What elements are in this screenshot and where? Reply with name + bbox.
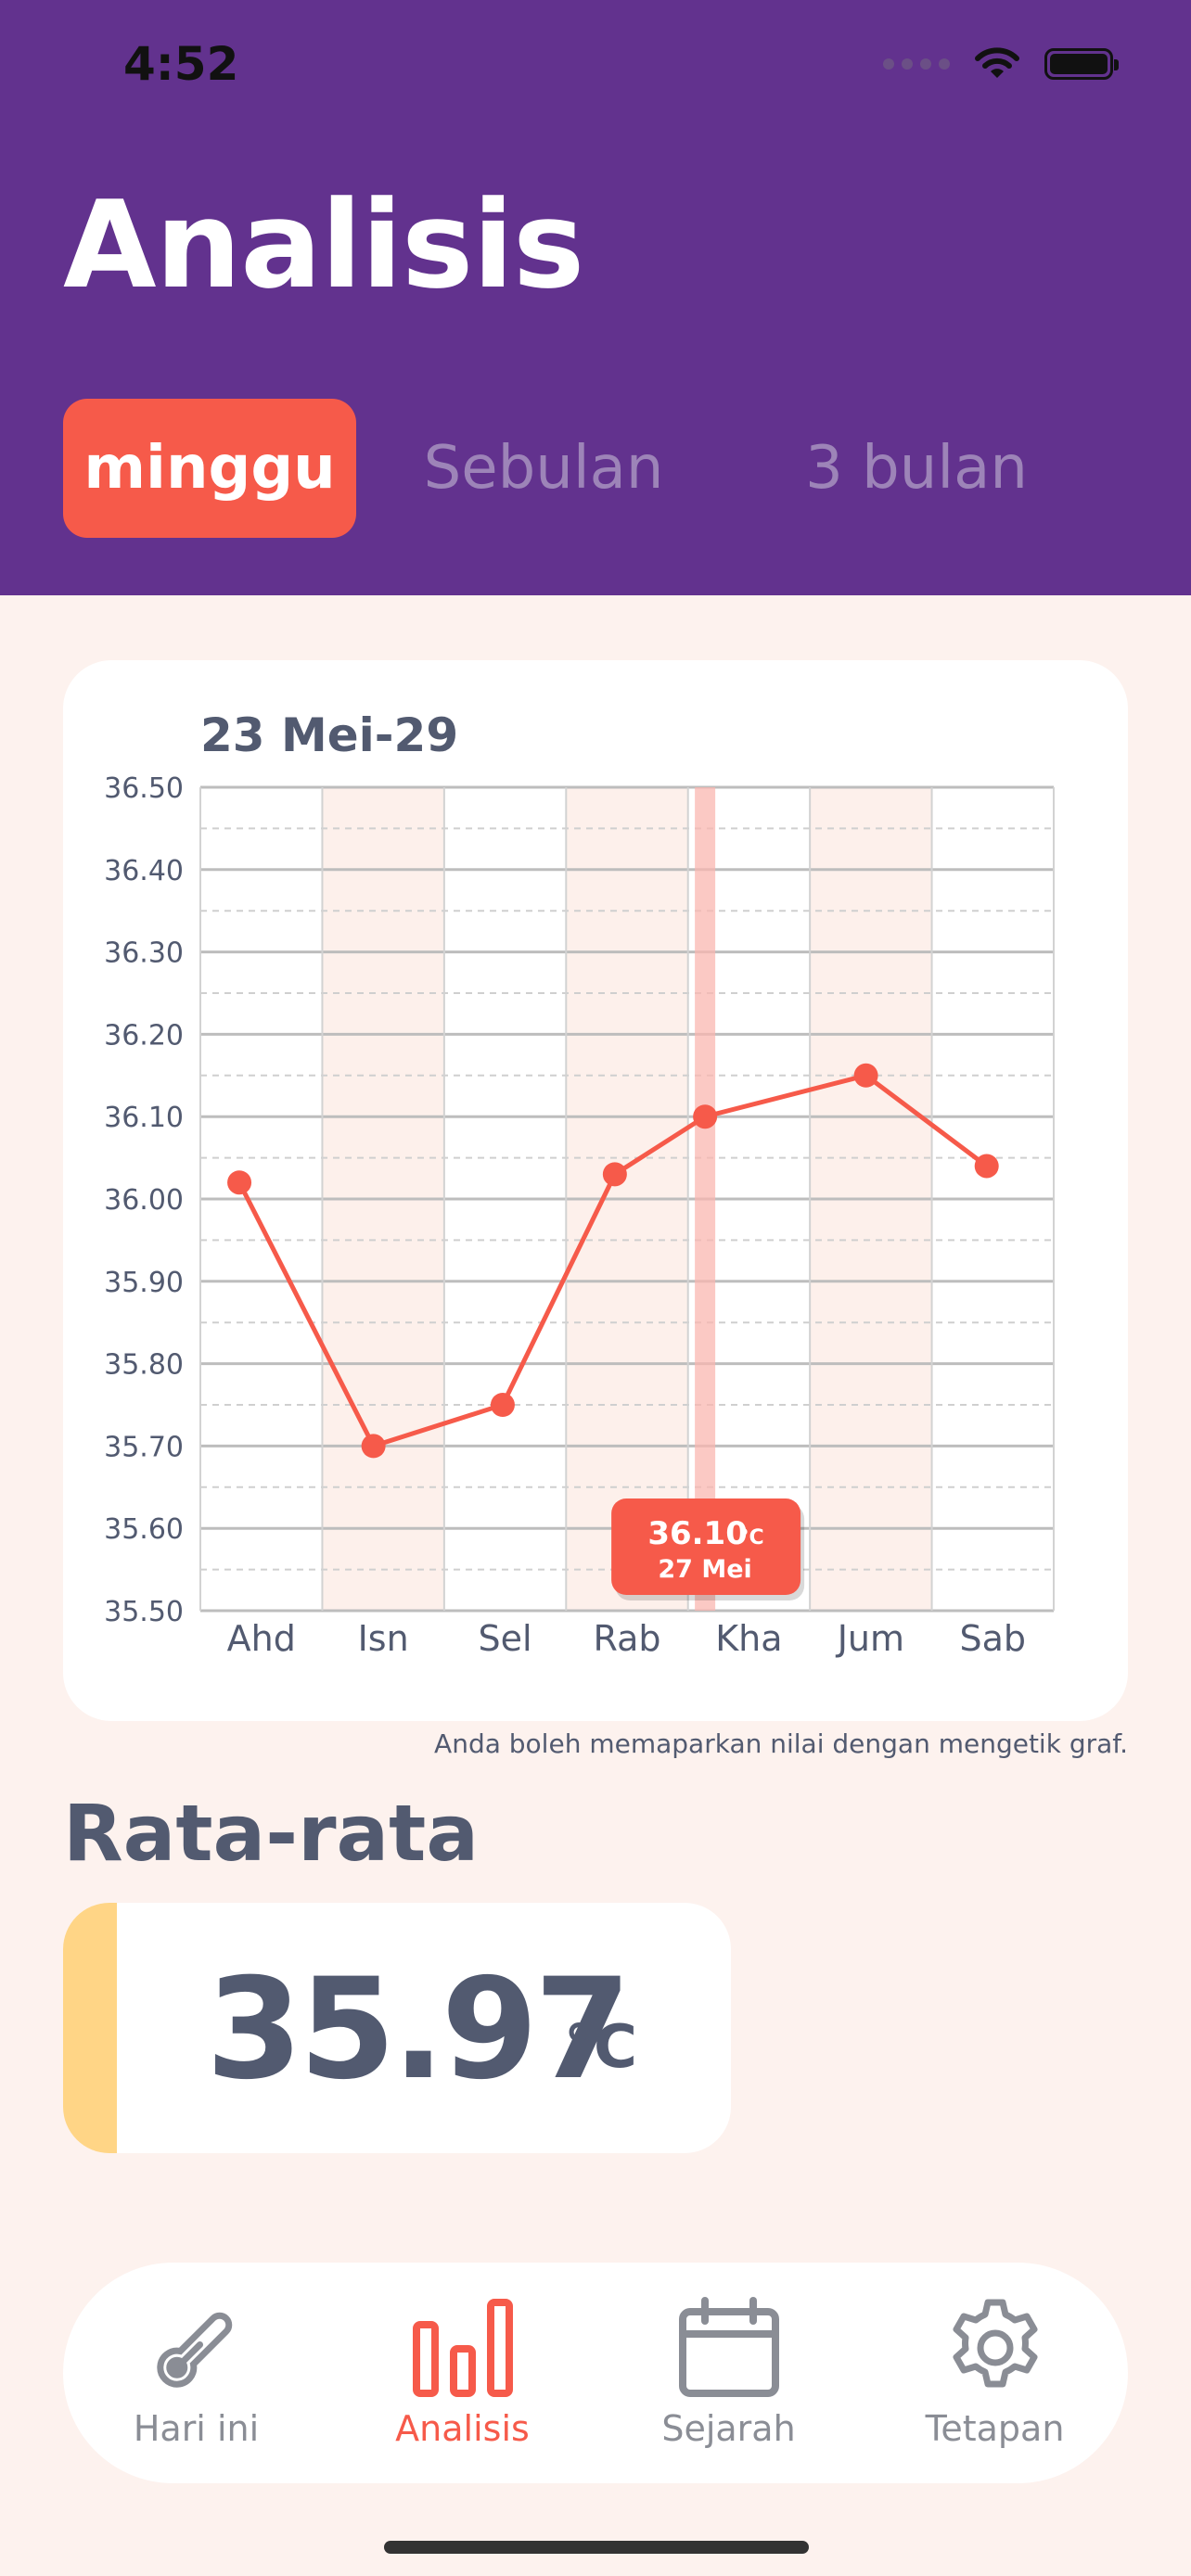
y-tick-label: 35.90 (104, 1267, 184, 1299)
average-accent-bar (63, 1903, 117, 2153)
period-tabs: minggu Sebulan 3 bulan (63, 399, 1102, 538)
nav-label-today: Hari ini (133, 2408, 260, 2449)
data-point (853, 1063, 878, 1088)
y-tick-label: 36.50 (104, 772, 184, 805)
tooltip-box (611, 1498, 801, 1595)
calendar-icon (678, 2297, 779, 2397)
x-tick-label: Sab (960, 1618, 1027, 1659)
tab-week[interactable]: minggu (63, 399, 356, 538)
bar-chart-icon (412, 2299, 513, 2397)
selected-day-highlight (695, 787, 716, 1611)
tooltip-value: 36.10 (647, 1515, 748, 1552)
tooltip-unit: °C (739, 1526, 764, 1549)
x-tick-label: Jum (836, 1618, 904, 1659)
data-point (227, 1170, 252, 1195)
nav-item-today[interactable]: Hari ini (63, 2263, 329, 2483)
x-tick-label: Kha (715, 1618, 782, 1659)
nav-label-settings: Tetapan (925, 2408, 1065, 2449)
gear-icon (953, 2299, 1037, 2388)
average-value: 35.97 (206, 1949, 631, 2111)
data-point (974, 1154, 999, 1179)
data-point (361, 1434, 386, 1459)
page-title: Analisis (63, 174, 584, 315)
y-tick-label: 36.30 (104, 937, 184, 970)
thermometer-icon (156, 2312, 232, 2388)
temperature-line-chart[interactable]: 36.50 36.40 36.30 36.20 36.10 36.00 35.90 35.80… (63, 660, 1128, 1721)
nav-item-history[interactable]: Sejarah (596, 2263, 862, 2483)
wifi-icon (975, 47, 1019, 78)
tab-month[interactable]: Sebulan (423, 434, 664, 503)
tab-3-months[interactable]: 3 bulan (805, 434, 1028, 503)
chart-title: 23 Mei-29 (200, 708, 458, 762)
y-tick-label: 36.10 (104, 1102, 184, 1134)
y-tick-label: 35.80 (104, 1349, 184, 1382)
x-tick-label: Ahd (227, 1618, 296, 1659)
chart-hint: Anda boleh memaparkan nilai dengan menge… (434, 1728, 1128, 1759)
nav-item-analysis[interactable]: Analisis (329, 2263, 596, 2483)
status-icons (883, 46, 1119, 82)
cellular-signal-icon (883, 58, 950, 70)
y-tick-label: 35.70 (104, 1431, 184, 1463)
y-tick-label: 36.20 (104, 1019, 184, 1052)
chart-card[interactable]: 36.50 36.40 36.30 36.20 36.10 36.00 35.90 35.80… (63, 660, 1128, 1721)
tooltip-date: 27 Mei (658, 1555, 751, 1584)
battery-icon (1044, 48, 1119, 80)
average-card: 35.97 °C (63, 1903, 731, 2153)
status-time: 4:52 (123, 37, 239, 91)
average-unit: °C (564, 2013, 637, 2082)
x-tick-label: Rab (594, 1618, 661, 1659)
selected-value-tooltip: 36.10°C 27 Mei (611, 1498, 805, 1600)
y-tick-label: 36.00 (104, 1184, 184, 1217)
data-point (490, 1393, 515, 1417)
y-tick-label: 35.60 (104, 1513, 184, 1546)
nav-label-history: Sejarah (661, 2408, 796, 2449)
nav-label-analysis: Analisis (395, 2408, 530, 2449)
x-tick-label: Sel (479, 1618, 532, 1659)
header: 4:52 Analisis minggu Sebulan 3 bulan (0, 0, 1191, 595)
y-tick-label: 36.40 (104, 855, 184, 887)
home-indicator (384, 2541, 809, 2554)
x-tick-label: Isn (358, 1618, 409, 1659)
y-tick-label: 35.50 (104, 1596, 184, 1628)
bottom-nav: Hari ini Analisis Sejarah (63, 2263, 1128, 2483)
data-point (602, 1162, 627, 1187)
nav-item-settings[interactable]: Tetapan (862, 2263, 1128, 2483)
data-point (693, 1104, 718, 1129)
average-title: Rata-rata (63, 1788, 480, 1879)
